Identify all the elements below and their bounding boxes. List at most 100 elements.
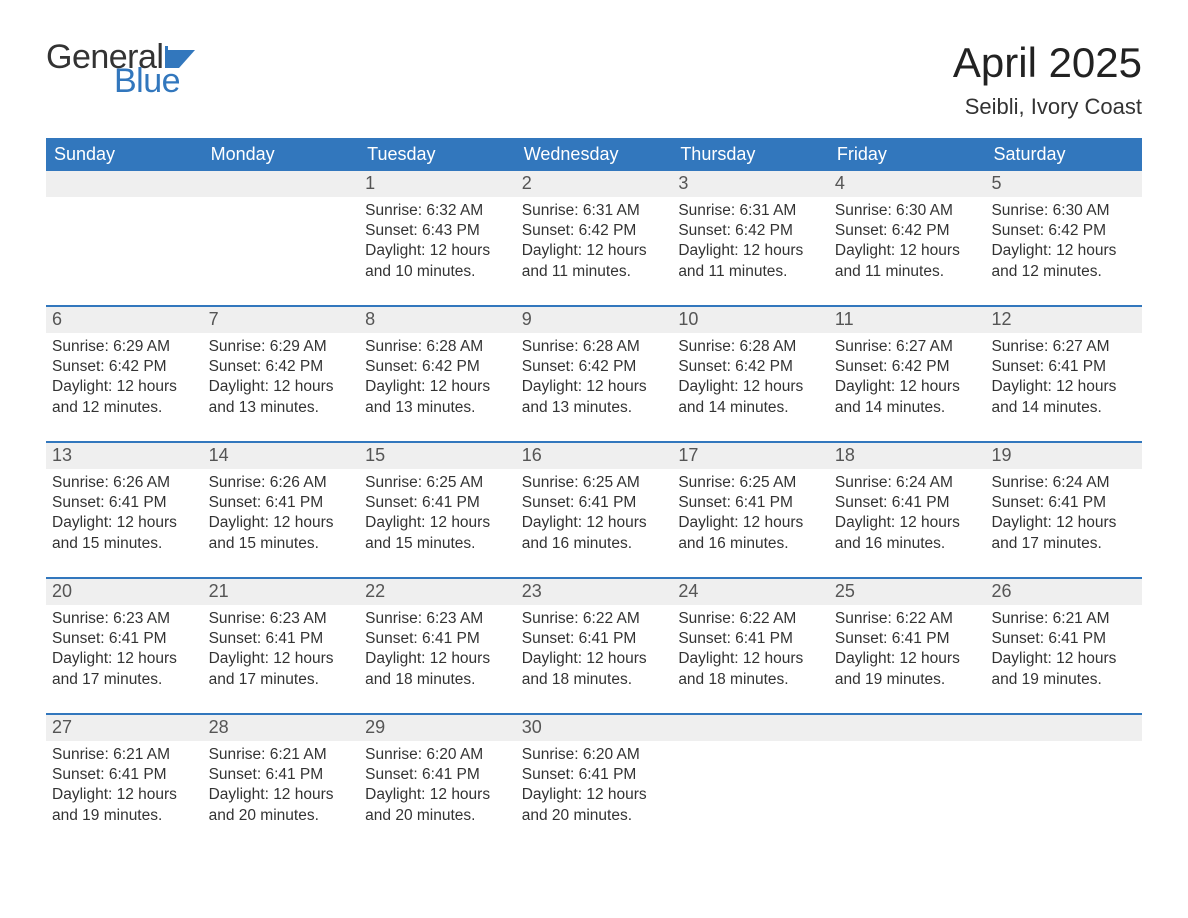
sunset-text: Sunset: 6:41 PM xyxy=(522,765,667,785)
daylight-text: Daylight: 12 hours and 11 minutes. xyxy=(835,241,980,281)
daylight-text: Daylight: 12 hours and 19 minutes. xyxy=(991,649,1136,689)
day-number: 10 xyxy=(672,307,829,333)
day-number: 12 xyxy=(985,307,1142,333)
day-detail: Sunrise: 6:29 AMSunset: 6:42 PMDaylight:… xyxy=(46,333,203,419)
day-number: 20 xyxy=(46,579,203,605)
dow-thursday: Thursday xyxy=(672,138,829,171)
day-number xyxy=(203,171,360,197)
sunset-text: Sunset: 6:42 PM xyxy=(678,357,823,377)
sunset-text: Sunset: 6:41 PM xyxy=(678,493,823,513)
daylight-text: Daylight: 12 hours and 15 minutes. xyxy=(365,513,510,553)
dow-tuesday: Tuesday xyxy=(359,138,516,171)
daylight-text: Daylight: 12 hours and 20 minutes. xyxy=(365,785,510,825)
day-detail: Sunrise: 6:31 AMSunset: 6:42 PMDaylight:… xyxy=(672,197,829,283)
daylight-text: Daylight: 12 hours and 13 minutes. xyxy=(365,377,510,417)
day-detail: Sunrise: 6:26 AMSunset: 6:41 PMDaylight:… xyxy=(46,469,203,555)
day-number: 27 xyxy=(46,715,203,741)
day-number: 11 xyxy=(829,307,986,333)
day-number: 29 xyxy=(359,715,516,741)
day-number: 13 xyxy=(46,443,203,469)
day-detail: Sunrise: 6:22 AMSunset: 6:41 PMDaylight:… xyxy=(829,605,986,691)
sunrise-text: Sunrise: 6:26 AM xyxy=(209,473,354,493)
day-detail: Sunrise: 6:31 AMSunset: 6:42 PMDaylight:… xyxy=(516,197,673,283)
sunset-text: Sunset: 6:41 PM xyxy=(209,493,354,513)
day-number: 5 xyxy=(985,171,1142,197)
sunrise-text: Sunrise: 6:23 AM xyxy=(52,609,197,629)
calendar-week: 6789101112Sunrise: 6:29 AMSunset: 6:42 P… xyxy=(46,305,1142,419)
sunrise-text: Sunrise: 6:26 AM xyxy=(52,473,197,493)
sunrise-text: Sunrise: 6:29 AM xyxy=(52,337,197,357)
sunset-text: Sunset: 6:42 PM xyxy=(365,357,510,377)
daylight-text: Daylight: 12 hours and 17 minutes. xyxy=(209,649,354,689)
daylight-text: Daylight: 12 hours and 16 minutes. xyxy=(678,513,823,553)
day-number: 9 xyxy=(516,307,673,333)
sunset-text: Sunset: 6:42 PM xyxy=(678,221,823,241)
sunrise-text: Sunrise: 6:24 AM xyxy=(991,473,1136,493)
day-number: 8 xyxy=(359,307,516,333)
day-number: 22 xyxy=(359,579,516,605)
sunrise-text: Sunrise: 6:20 AM xyxy=(522,745,667,765)
sunrise-text: Sunrise: 6:22 AM xyxy=(835,609,980,629)
sunset-text: Sunset: 6:41 PM xyxy=(209,765,354,785)
day-detail: Sunrise: 6:28 AMSunset: 6:42 PMDaylight:… xyxy=(672,333,829,419)
day-number: 16 xyxy=(516,443,673,469)
sunrise-text: Sunrise: 6:25 AM xyxy=(365,473,510,493)
day-detail xyxy=(672,741,829,827)
daylight-text: Daylight: 12 hours and 12 minutes. xyxy=(991,241,1136,281)
day-detail: Sunrise: 6:25 AMSunset: 6:41 PMDaylight:… xyxy=(516,469,673,555)
sunrise-text: Sunrise: 6:22 AM xyxy=(678,609,823,629)
sunrise-text: Sunrise: 6:31 AM xyxy=(522,201,667,221)
logo: General Blue xyxy=(46,40,195,97)
sunrise-text: Sunrise: 6:21 AM xyxy=(209,745,354,765)
calendar: Sunday Monday Tuesday Wednesday Thursday… xyxy=(46,138,1142,827)
day-detail-row: Sunrise: 6:21 AMSunset: 6:41 PMDaylight:… xyxy=(46,741,1142,827)
day-detail: Sunrise: 6:20 AMSunset: 6:41 PMDaylight:… xyxy=(516,741,673,827)
daylight-text: Daylight: 12 hours and 18 minutes. xyxy=(365,649,510,689)
month-title: April 2025 xyxy=(953,40,1142,86)
day-number: 23 xyxy=(516,579,673,605)
sunrise-text: Sunrise: 6:22 AM xyxy=(522,609,667,629)
sunrise-text: Sunrise: 6:27 AM xyxy=(991,337,1136,357)
daylight-text: Daylight: 12 hours and 16 minutes. xyxy=(835,513,980,553)
location-text: Seibli, Ivory Coast xyxy=(953,94,1142,120)
daylight-text: Daylight: 12 hours and 13 minutes. xyxy=(522,377,667,417)
day-detail: Sunrise: 6:23 AMSunset: 6:41 PMDaylight:… xyxy=(46,605,203,691)
day-detail xyxy=(829,741,986,827)
day-detail: Sunrise: 6:20 AMSunset: 6:41 PMDaylight:… xyxy=(359,741,516,827)
daylight-text: Daylight: 12 hours and 16 minutes. xyxy=(522,513,667,553)
day-number: 2 xyxy=(516,171,673,197)
sunrise-text: Sunrise: 6:29 AM xyxy=(209,337,354,357)
day-detail: Sunrise: 6:24 AMSunset: 6:41 PMDaylight:… xyxy=(985,469,1142,555)
sunset-text: Sunset: 6:42 PM xyxy=(209,357,354,377)
day-number: 17 xyxy=(672,443,829,469)
dow-wednesday: Wednesday xyxy=(516,138,673,171)
day-detail: Sunrise: 6:29 AMSunset: 6:42 PMDaylight:… xyxy=(203,333,360,419)
calendar-week: 13141516171819Sunrise: 6:26 AMSunset: 6:… xyxy=(46,441,1142,555)
daylight-text: Daylight: 12 hours and 14 minutes. xyxy=(678,377,823,417)
day-number: 19 xyxy=(985,443,1142,469)
daylight-text: Daylight: 12 hours and 15 minutes. xyxy=(209,513,354,553)
day-detail xyxy=(46,197,203,283)
day-detail: Sunrise: 6:22 AMSunset: 6:41 PMDaylight:… xyxy=(516,605,673,691)
sunset-text: Sunset: 6:42 PM xyxy=(52,357,197,377)
sunset-text: Sunset: 6:43 PM xyxy=(365,221,510,241)
sunset-text: Sunset: 6:41 PM xyxy=(835,493,980,513)
daylight-text: Daylight: 12 hours and 14 minutes. xyxy=(991,377,1136,417)
dow-monday: Monday xyxy=(203,138,360,171)
day-detail: Sunrise: 6:27 AMSunset: 6:42 PMDaylight:… xyxy=(829,333,986,419)
day-number: 18 xyxy=(829,443,986,469)
sunrise-text: Sunrise: 6:25 AM xyxy=(678,473,823,493)
day-number xyxy=(985,715,1142,741)
day-detail xyxy=(203,197,360,283)
day-detail: Sunrise: 6:21 AMSunset: 6:41 PMDaylight:… xyxy=(46,741,203,827)
day-detail-row: Sunrise: 6:23 AMSunset: 6:41 PMDaylight:… xyxy=(46,605,1142,691)
daylight-text: Daylight: 12 hours and 18 minutes. xyxy=(678,649,823,689)
sunset-text: Sunset: 6:41 PM xyxy=(365,493,510,513)
day-detail: Sunrise: 6:23 AMSunset: 6:41 PMDaylight:… xyxy=(203,605,360,691)
sunrise-text: Sunrise: 6:28 AM xyxy=(678,337,823,357)
daylight-text: Daylight: 12 hours and 11 minutes. xyxy=(522,241,667,281)
day-detail: Sunrise: 6:28 AMSunset: 6:42 PMDaylight:… xyxy=(516,333,673,419)
day-detail-row: Sunrise: 6:32 AMSunset: 6:43 PMDaylight:… xyxy=(46,197,1142,283)
sunrise-text: Sunrise: 6:24 AM xyxy=(835,473,980,493)
sunset-text: Sunset: 6:41 PM xyxy=(365,765,510,785)
